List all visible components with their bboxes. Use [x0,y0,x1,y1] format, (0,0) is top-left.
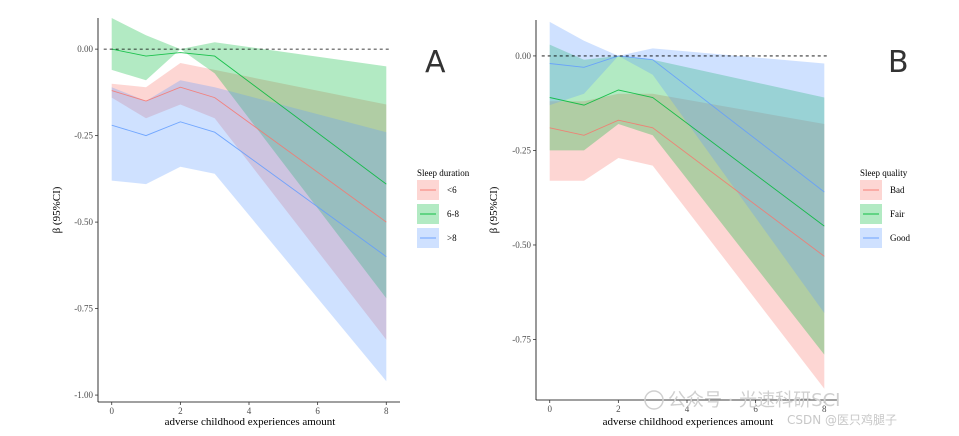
series-line-Bad [549,119,825,257]
watermark: 公众号 · 光速科研SCI CSDN @医只鸡腿子 [644,390,897,427]
series-line-68 [111,48,387,185]
panel-a-label: A [425,45,446,80]
panel-b-ribbons [549,21,825,389]
legend-label: >8 [447,233,457,243]
watermark-sub-text: CSDN @医只鸡腿子 [787,412,897,427]
panel-b-legend: Sleep quality Bad Fair Good [860,168,910,248]
legend-label: 6-8 [447,209,459,219]
panel-b-label: B [888,45,909,80]
watermark-main-text: 公众号 · 光速科研SCI [668,390,840,411]
x-tick-label: 0 [109,406,114,416]
x-tick-label: 4 [685,404,690,414]
y-tick-label: -0.25 [512,145,531,155]
panel-b-legend-title: Sleep quality [860,168,908,178]
x-tick-label: 4 [247,406,252,416]
panel-b-lines [549,55,825,257]
x-tick-label: 0 [547,404,552,414]
panel-a-y-axis-title: β (95%CI) [51,186,63,233]
x-tick-label: 2 [616,404,621,414]
ci-ribbon-Good [549,21,825,314]
y-tick-label: 0.00 [515,51,531,61]
x-tick-label: 6 [315,406,320,416]
panel-a-legend-title: Sleep duration [417,168,470,178]
x-tick-label: 2 [178,406,183,416]
panel-b-y-axis-title: β (95%CI) [488,186,500,233]
ci-ribbon-Bad [549,93,825,389]
panel-a-x-axis-title: adverse childhood experiences amount [165,416,336,428]
x-tick-label: 6 [753,404,758,414]
x-tick-label: 8 [822,404,827,414]
panel-b: 0 2 4 6 8 0.00 -0.25 -0.50 -0.75 B adverse child… [488,20,910,428]
series-line-6 [111,86,387,223]
ci-ribbon-68 [111,18,387,299]
legend-label: Good [890,233,910,243]
legend-label: Fair [890,209,905,219]
ci-ribbon-Fair [549,44,825,355]
panel-b-x-axis-title: adverse childhood experiences amount [603,416,774,428]
panel-a-lines [111,48,387,258]
panel-b-axes: 0 2 4 6 8 0.00 -0.25 -0.50 -0.75 [512,20,838,414]
panel-a-legend: Sleep duration <6 6-8 >8 [417,168,470,248]
y-tick-label: -0.50 [74,217,93,227]
y-tick-label: -0.25 [74,131,93,141]
y-tick-label: -1.00 [74,390,93,400]
y-tick-label: 0.00 [77,44,93,54]
series-line-Fair [549,89,825,227]
x-tick-label: 8 [384,406,389,416]
wechat-icon [644,390,664,410]
y-tick-label: -0.50 [512,240,531,250]
legend-label: <6 [447,185,457,195]
y-tick-label: -0.75 [512,335,531,345]
panel-a-axes: 0 2 4 6 8 0.00 -0.25 -0.50 -0.75 -1.00 [74,18,400,416]
legend-label: Bad [890,185,905,195]
ci-ribbon-6 [111,63,387,340]
series-line-8 [111,121,387,258]
ci-ribbon-8 [111,80,387,382]
series-line-Good [549,55,825,193]
panel-a-ribbons [111,18,387,382]
panel-a: 0 2 4 6 8 0.00 -0.25 -0.50 -0.75 -1.00 A adverse … [51,18,470,428]
panel-b-background [536,20,838,400]
y-tick-label: -0.75 [74,304,93,314]
